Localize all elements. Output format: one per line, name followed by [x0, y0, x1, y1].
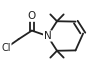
Text: N: N	[44, 31, 51, 41]
Text: O: O	[28, 11, 36, 21]
Text: Cl: Cl	[1, 43, 11, 53]
